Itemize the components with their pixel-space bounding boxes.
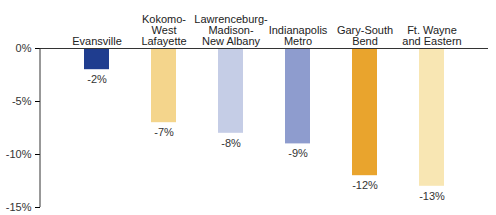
svg-text:-15%: -15% [6, 201, 32, 213]
svg-text:-7%: -7% [154, 126, 174, 138]
svg-text:-10%: -10% [6, 148, 32, 160]
svg-text:Evansville: Evansville [72, 35, 122, 47]
svg-text:-8%: -8% [221, 137, 241, 149]
svg-text:IndianapolisMetro: IndianapolisMetro [269, 24, 328, 47]
svg-text:Lawrenceburg-Madison-New Alban: Lawrenceburg-Madison-New Albany [194, 13, 268, 47]
svg-text:-2%: -2% [87, 73, 107, 85]
svg-text:-12%: -12% [352, 179, 378, 191]
svg-text:0%: 0% [16, 42, 32, 54]
svg-text:Kokomo-WestLafayette: Kokomo-WestLafayette [141, 13, 186, 47]
svg-text:-5%: -5% [12, 95, 32, 107]
svg-text:Gary-SouthBend: Gary-SouthBend [337, 24, 393, 47]
svg-text:-13%: -13% [419, 190, 445, 202]
svg-text:Ft. Wayneand Eastern: Ft. Wayneand Eastern [402, 24, 461, 47]
svg-text:-9%: -9% [288, 147, 308, 159]
